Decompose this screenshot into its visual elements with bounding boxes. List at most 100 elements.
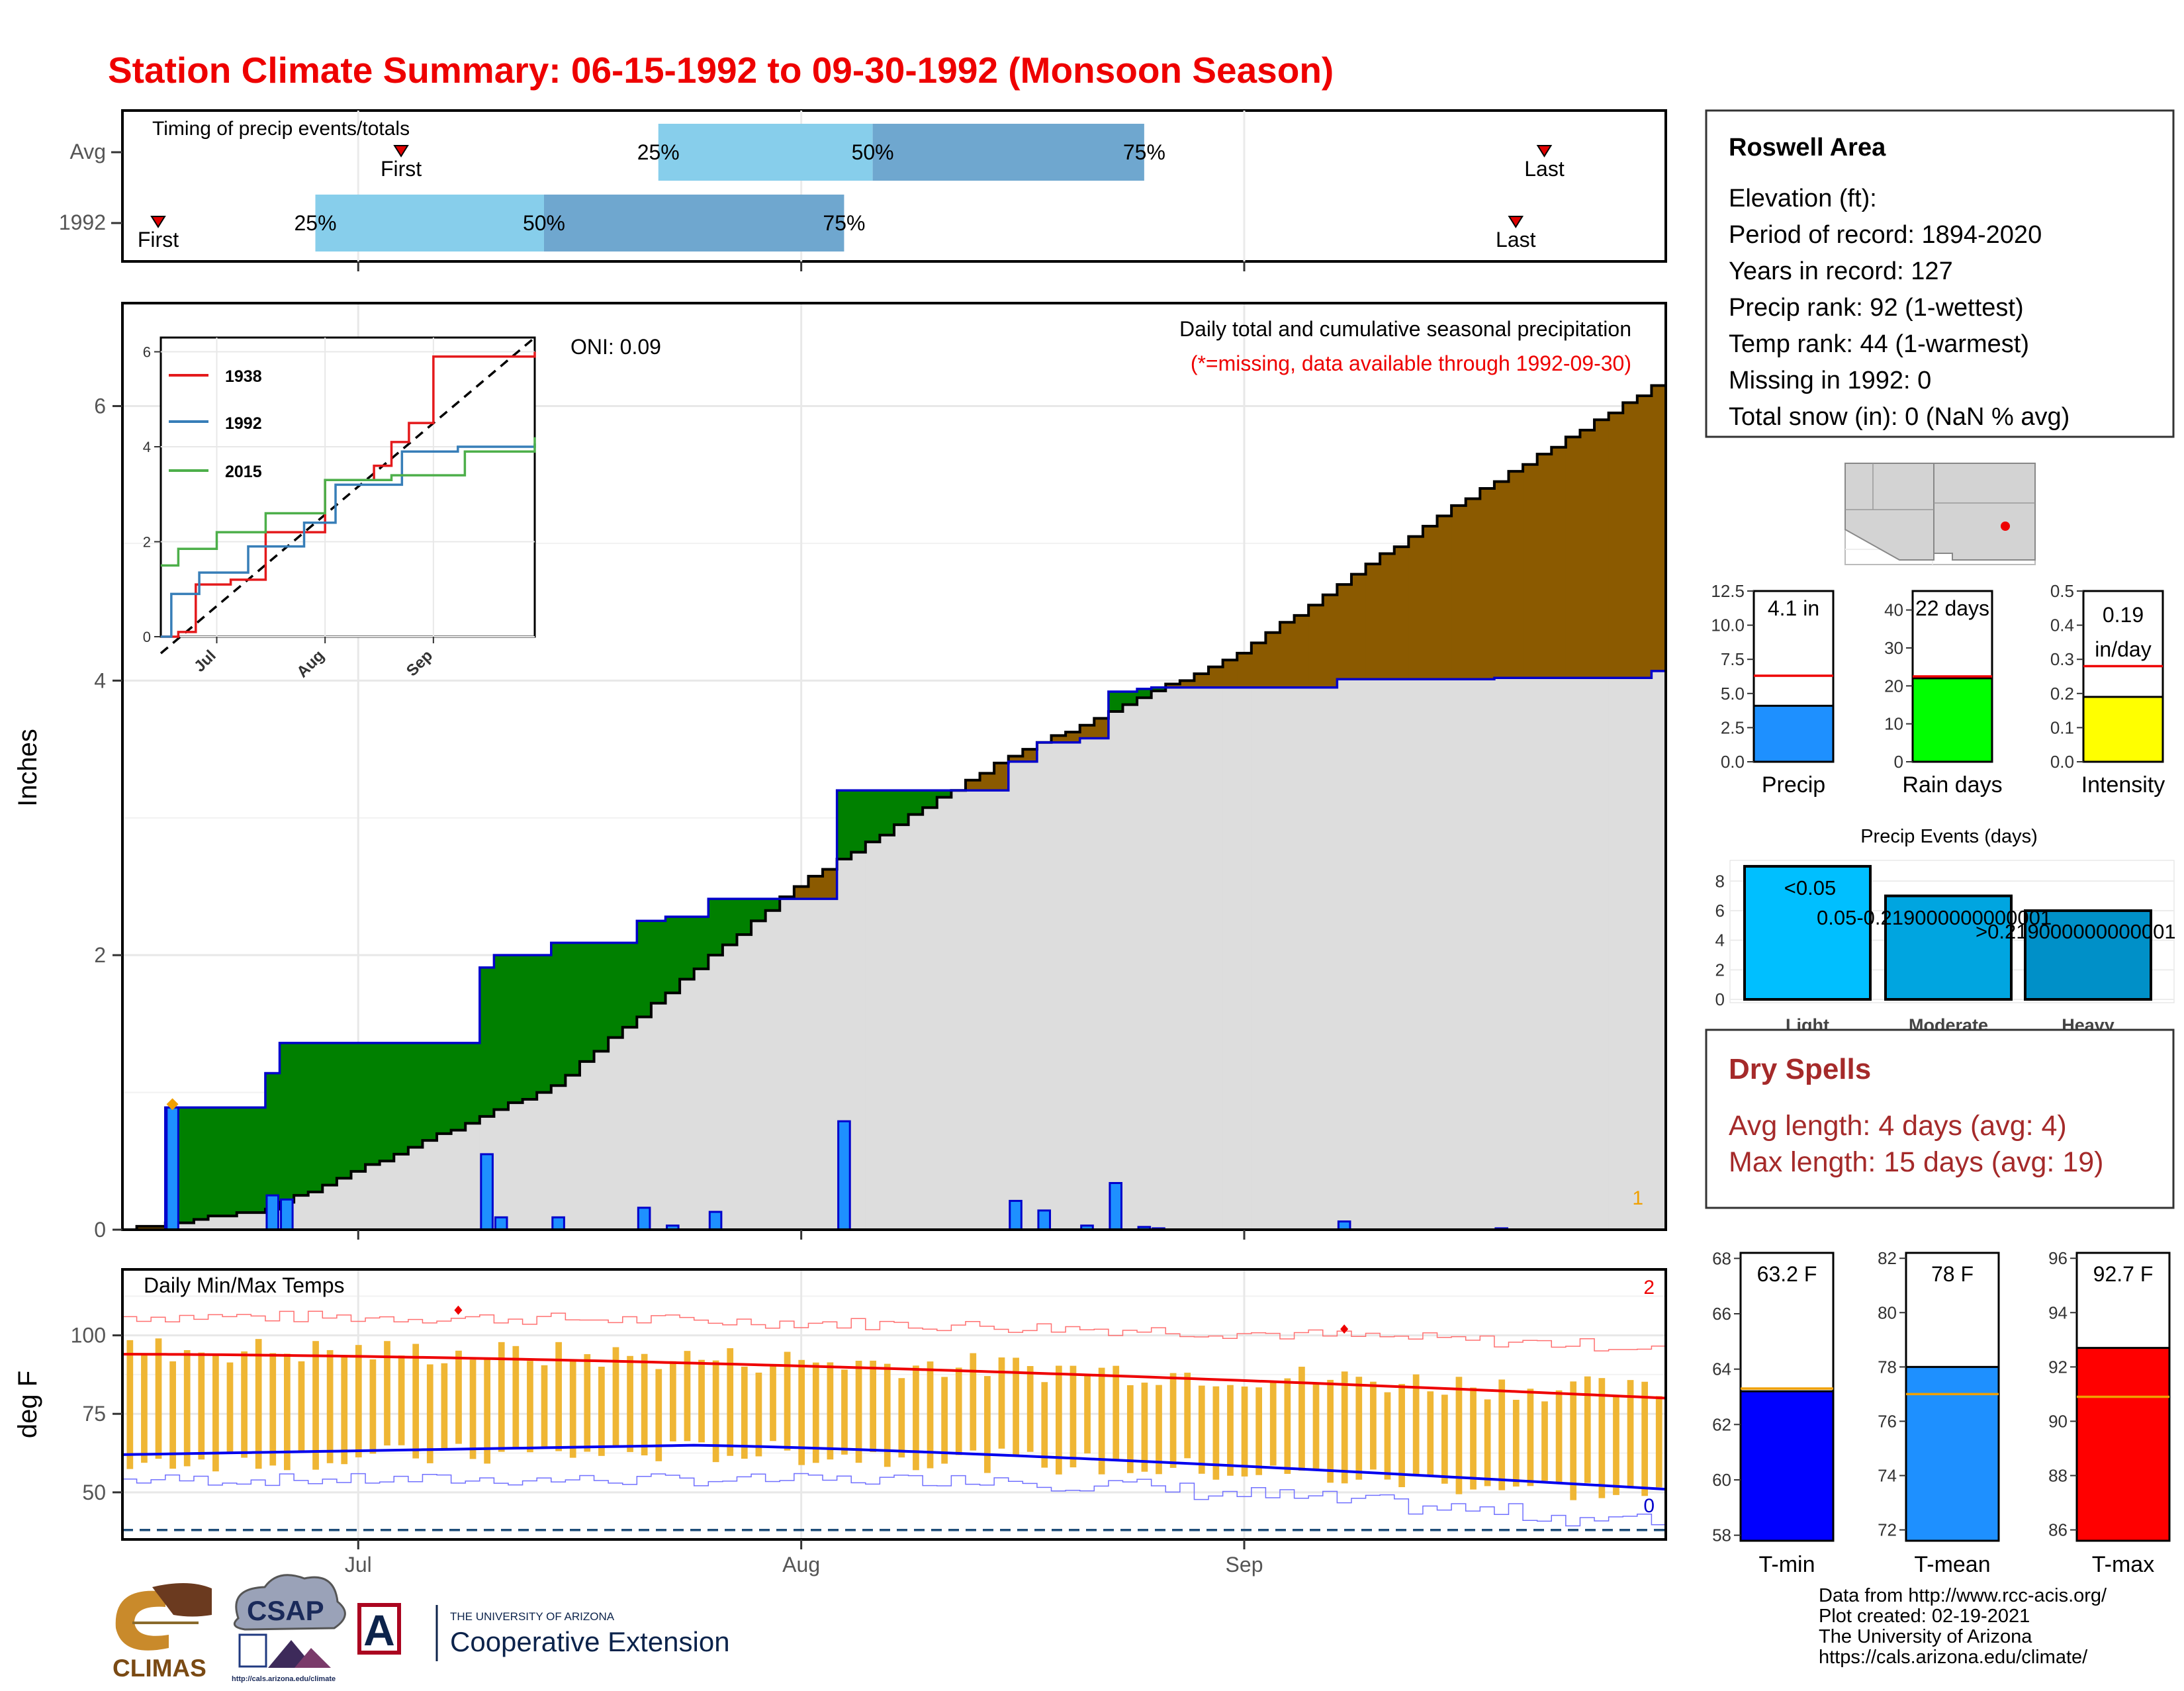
above-average-fill: [408, 1042, 424, 1148]
station-precip-rank: Precip rank: 92 (1-wettest): [1729, 294, 2024, 322]
daily-temp-bar: [326, 1349, 334, 1463]
cumulative-fill-day: [780, 899, 795, 1230]
daily-temp-bar: [827, 1362, 834, 1460]
mini-bar-value: [1752, 704, 1835, 763]
daily-temp-bar: [298, 1361, 305, 1453]
timing-p50-label-1: 50%: [523, 211, 565, 235]
daily-temp-bar: [1312, 1382, 1320, 1470]
daily-precip-bar-9: [837, 1120, 851, 1231]
daily-temp-bar: [870, 1360, 877, 1453]
cumulative-fill-day: [1451, 679, 1467, 1230]
temp-bar-chart-t-max: 86 88 90 92 94 96 92.7 F T-max: [2048, 1248, 2171, 1577]
daily-temp-bar: [1455, 1377, 1463, 1494]
below-average-fill: [994, 762, 1009, 791]
cumulative-fill-day: [308, 1191, 323, 1230]
daily-precip-bar-5: [551, 1216, 565, 1231]
cumulative-fill-day: [208, 1216, 223, 1230]
above-average-fill: [694, 917, 709, 969]
daily-precip-bar-8: [708, 1211, 723, 1231]
above-average-fill: [322, 1042, 338, 1185]
station-info-box: Roswell Area Elevation (ft): Period of r…: [1705, 109, 2175, 438]
below-average-fill: [1265, 632, 1281, 688]
mini-bar-value-label: 22 days: [1915, 596, 1989, 620]
daily-temp-bar: [312, 1341, 319, 1470]
daily-temp-bar: [927, 1361, 934, 1469]
temp-bar-value-label: 92.7 F: [2093, 1262, 2154, 1286]
below-average-fill: [1651, 385, 1666, 671]
mini-bar-ytick-label: 0.3: [2050, 649, 2074, 669]
above-average-fill: [179, 1107, 195, 1223]
temp-bar-ytick-label: 62: [1712, 1414, 1731, 1434]
above-average-fill: [565, 942, 580, 1075]
daily-temp-bar: [627, 1355, 633, 1452]
daily-temp-bar: [884, 1363, 891, 1467]
below-average-fill: [1066, 732, 1081, 743]
mini-bar-value: [2082, 696, 2164, 763]
timing-first-marker-1: [150, 216, 166, 228]
below-average-fill: [1537, 454, 1552, 678]
cumulative-fill-day: [851, 852, 866, 1230]
above-average-fill: [936, 790, 952, 798]
cumulative-fill-day: [451, 1130, 466, 1230]
daily-temp-bar: [527, 1361, 533, 1453]
daily-temp-bar: [1055, 1365, 1062, 1475]
daily-temp-bar: [569, 1360, 576, 1458]
above-average-fill: [837, 790, 852, 859]
above-average-fill: [379, 1042, 394, 1162]
temp-bar-label: T-mean: [1914, 1552, 1990, 1577]
above-average-fill: [365, 1042, 381, 1165]
timing-p75-label-1: 75%: [823, 211, 865, 235]
below-average-fill: [136, 1226, 152, 1230]
above-average-fill: [737, 899, 752, 935]
temp-bar-ytick-label: 76: [1878, 1411, 1897, 1431]
above-average-fill: [1122, 691, 1138, 705]
station-snow: Total snow (in): 0 (NaN % avg): [1729, 403, 2070, 431]
daily-temp-bar: [341, 1355, 348, 1465]
mini-bar-chart-precip: 0.0 2.5 5.0 7.5 10.0 12.5 4.1 in Precip: [1711, 581, 1835, 798]
inset-legend-2015: 2015: [225, 463, 262, 481]
daily-temp-bar: [712, 1360, 719, 1463]
daily-temp-bar: [984, 1376, 991, 1473]
cumulative-fill-day: [1523, 678, 1538, 1230]
cumulative-fill-day: [394, 1154, 409, 1230]
above-average-fill: [651, 921, 666, 1003]
cumulative-fill-day: [694, 968, 709, 1230]
daily-precip-bar-3: [480, 1153, 494, 1231]
below-average-fill: [1508, 471, 1524, 678]
above-average-fill: [551, 942, 566, 1086]
inset-legend-1938: 1938: [225, 367, 262, 386]
daily-temp-bar: [226, 1362, 234, 1453]
cumulative-fill-day: [1094, 738, 1109, 1230]
cumulative-fill-day: [1122, 704, 1138, 1230]
station-name: Roswell Area: [1729, 134, 1886, 161]
daily-temp-bar: [183, 1349, 191, 1467]
temp-ytick-label-2: 100: [71, 1324, 106, 1348]
cumulative-fill-day: [551, 1085, 566, 1230]
daily-precip-bar-1: [265, 1194, 280, 1231]
below-average-fill: [1237, 653, 1252, 688]
cumulative-fill-day: [222, 1216, 238, 1230]
daily-temp-bar: [1341, 1371, 1348, 1484]
above-average-fill: [722, 899, 738, 945]
below-average-fill: [979, 773, 995, 791]
above-average-fill: [865, 790, 881, 843]
daily-temp-bar: [698, 1359, 705, 1443]
daily-precip-bar-2: [280, 1198, 294, 1231]
below-average-fill: [823, 869, 838, 899]
above-average-fill: [351, 1042, 366, 1171]
mini-bar-ytick-label: 0.0: [2050, 752, 2074, 772]
timing-p75-label-0: 75%: [1123, 140, 1165, 164]
daily-precip-bar-13: [1109, 1181, 1122, 1231]
daily-temp-bar: [641, 1353, 648, 1455]
daily-temp-bar: [612, 1347, 619, 1447]
mini-bar-chart-rain-days: 0 10 20 30 40 22 days Rain days: [1884, 590, 2003, 798]
temp-bar-ytick-label: 60: [1712, 1470, 1731, 1490]
daily-temp-bar: [384, 1341, 390, 1445]
below-average-fill: [1565, 437, 1581, 678]
cumulative-fill-day: [708, 955, 723, 1230]
daily-temp-bar: [1156, 1385, 1162, 1475]
above-average-fill: [1108, 691, 1124, 712]
mini-bar-ytick-label: 12.5: [1711, 581, 1745, 601]
footer: Data from http://www.rcc-acis.org/ Plot …: [1819, 1585, 2107, 1668]
